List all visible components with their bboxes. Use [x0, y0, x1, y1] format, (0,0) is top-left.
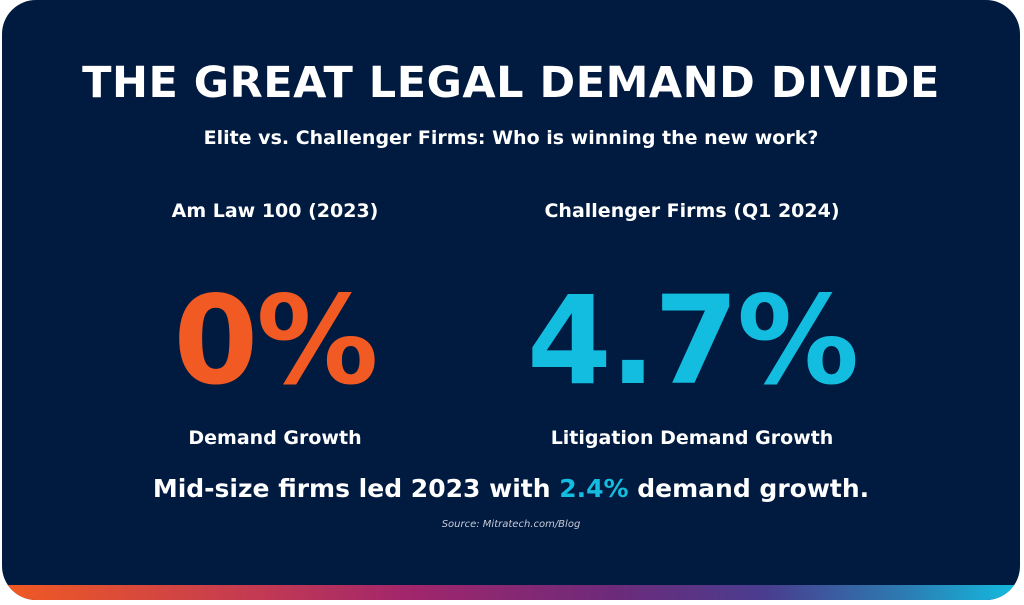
gradient-bar: [2, 585, 1020, 600]
stat-caption: Litigation Demand Growth: [550, 427, 834, 449]
stat-label: Am Law 100 (2023): [171, 200, 379, 222]
summary-after: demand growth.: [628, 474, 870, 503]
stat-am-law-100: Am Law 100 (2023) 0% Demand Growth: [115, 200, 435, 449]
page-title: THE GREAT LEGAL DEMAND DIVIDE: [82, 58, 940, 108]
stat-value: 4.7%: [526, 270, 859, 412]
summary-text: Mid-size firms led 2023 with 2.4% demand…: [2, 474, 1020, 503]
stat-label: Challenger Firms (Q1 2024): [544, 200, 840, 222]
stat-caption: Demand Growth: [188, 427, 362, 449]
stat-challenger-firms: Challenger Firms (Q1 2024) 4.7% Litigati…: [492, 200, 892, 449]
summary-highlight: 2.4%: [559, 474, 629, 503]
subtitle: Elite vs. Challenger Firms: Who is winni…: [203, 127, 819, 149]
source-note: Source: Mitratech.com/Blog: [441, 519, 581, 530]
summary-before: Mid-size firms led 2023 with: [152, 474, 560, 503]
stat-value: 0%: [173, 270, 378, 412]
